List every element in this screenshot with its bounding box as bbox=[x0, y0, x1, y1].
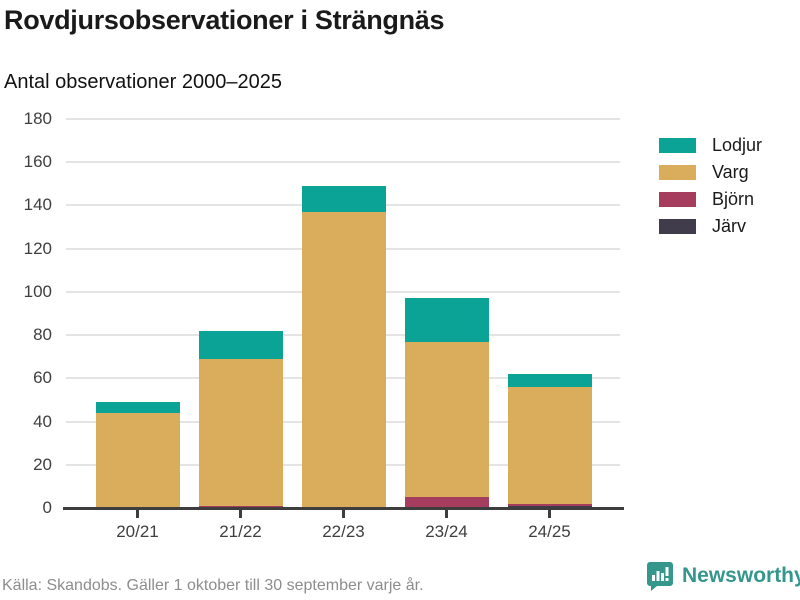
newsworthy-brand: Newsworthy bbox=[646, 561, 800, 591]
bar-segment-lodjur-24-25 bbox=[507, 374, 592, 387]
y-axis-tick-label: 60 bbox=[33, 368, 52, 388]
x-axis-tick bbox=[445, 509, 448, 518]
bar-segment-bjrn-24-25 bbox=[507, 503, 592, 506]
bar-segment-lodjur-23-24 bbox=[404, 298, 489, 342]
y-axis-tick-label: 180 bbox=[23, 109, 52, 128]
x-axis-tick-label: 24/25 bbox=[528, 522, 571, 541]
bar-segment-bjrn-23-24 bbox=[404, 497, 489, 508]
x-axis-tick bbox=[239, 509, 242, 518]
x-axis-tick-label: 22/23 bbox=[322, 522, 365, 541]
x-axis-baseline bbox=[63, 506, 624, 510]
legend-item-jrv: Järv bbox=[659, 213, 762, 240]
bar-segment-varg-22-23 bbox=[301, 211, 386, 508]
bar-segment-varg-23-24 bbox=[404, 341, 489, 498]
x-axis-tick-label: 21/22 bbox=[219, 522, 262, 541]
page-title: Rovdjursobservationer i Strängnäs bbox=[4, 5, 445, 35]
source-note: Källa: Skandobs. Gäller 1 oktober till 3… bbox=[2, 577, 424, 594]
legend-item-varg: Varg bbox=[659, 159, 762, 186]
y-axis-tick-label: 120 bbox=[23, 238, 52, 258]
y-axis-tick-label: 80 bbox=[33, 325, 52, 345]
y-axis-tick-label: 20 bbox=[33, 454, 52, 474]
legend-label: Lodjur bbox=[712, 135, 763, 155]
y-axis-tick-label: 160 bbox=[23, 152, 52, 172]
chart-legend: Lodjur Varg Björn Järv bbox=[659, 132, 762, 240]
y-axis-tick-label: 140 bbox=[23, 195, 52, 215]
bar-segment-varg-24-25 bbox=[507, 387, 592, 504]
legend-swatch bbox=[659, 138, 696, 153]
bar-segment-varg-21-22 bbox=[198, 358, 283, 506]
legend-label: Varg bbox=[712, 162, 749, 182]
bar-segment-lodjur-22-23 bbox=[301, 186, 386, 212]
legend-swatch bbox=[659, 219, 696, 234]
gridline bbox=[66, 161, 620, 164]
bar-segment-lodjur-21-22 bbox=[198, 330, 283, 359]
newsworthy-logo-icon bbox=[647, 562, 673, 591]
bar-segment-varg-20-21 bbox=[95, 412, 180, 508]
gridline bbox=[66, 118, 620, 120]
legend-item-bjrn: Björn bbox=[659, 186, 762, 213]
x-axis-tick-label: 20/21 bbox=[116, 522, 159, 541]
legend-swatch bbox=[659, 165, 696, 180]
x-axis-tick bbox=[136, 509, 139, 518]
legend-swatch bbox=[659, 192, 696, 207]
newsworthy-brand-text: Newsworthy bbox=[682, 564, 800, 587]
y-axis-tick-label: 40 bbox=[33, 411, 52, 431]
chart-subtitle: Antal observationer 2000–2025 bbox=[4, 71, 282, 93]
x-axis-tick bbox=[548, 509, 551, 518]
legend-label: Björn bbox=[712, 189, 755, 209]
legend-label: Järv bbox=[712, 216, 747, 236]
y-axis-tick-label: 0 bbox=[42, 498, 52, 517]
legend-item-lodjur: Lodjur bbox=[659, 132, 762, 159]
x-axis-tick bbox=[342, 509, 345, 518]
y-axis-tick-label: 100 bbox=[23, 281, 52, 301]
bar-segment-lodjur-20-21 bbox=[95, 402, 180, 413]
x-axis-tick-label: 23/24 bbox=[425, 522, 468, 541]
